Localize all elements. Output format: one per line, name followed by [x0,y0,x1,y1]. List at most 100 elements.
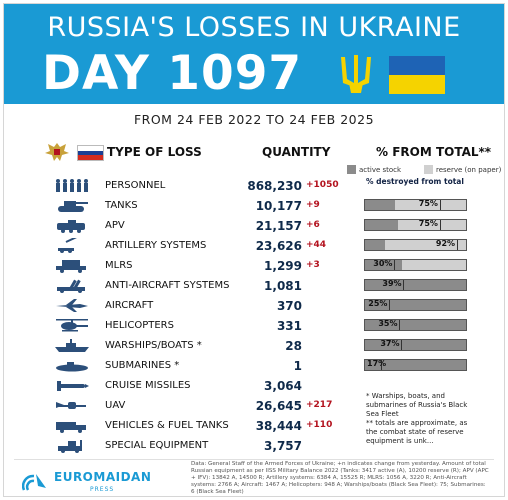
column-type-header: TYPE OF LOSS [107,145,202,159]
footer-divider [14,459,494,460]
percent-bar: 75% [364,199,467,211]
ukrainian-trident-icon [341,55,371,93]
daily-increase: +3 [306,260,320,270]
title-day: DAY 1097 [42,46,303,101]
active-stock-fill [365,260,403,270]
quantity-value: 23,626 [255,239,302,253]
brand-sub: PRESS [90,486,115,493]
quantity-value: 21,157 [255,219,302,233]
legend-destroyed-label: % destroyed from total [366,177,464,186]
daily-increase: +110 [306,420,333,430]
loss-type-label: ARTILLERY SYSTEMS [105,240,207,251]
percent-bar: 25% [364,299,467,311]
quantity-value: 10,177 [255,199,302,213]
quantity-value: 3,064 [264,379,302,393]
destroyed-marker [365,360,383,370]
percent-label: 37% [380,339,400,348]
truck-icon [56,422,86,433]
warship-icon [55,339,89,352]
helicopter-icon [56,319,88,332]
active-stock-fill [365,200,396,210]
active-stock-fill [365,220,399,230]
special-equipment-icon [58,440,82,453]
active-stock-fill [365,240,386,250]
active-stock-fill [365,340,466,350]
loss-type-label: PERSONNEL [105,180,166,191]
legend-active-swatch [347,165,356,174]
quantity-value: 331 [276,319,302,333]
percent-label: 39% [382,279,402,288]
loss-type-label: SPECIAL EQUIPMENT [105,440,209,451]
loss-type-label: APV [105,220,125,231]
percent-label: 35% [378,319,398,328]
quantity-value: 38,444 [255,419,302,433]
footnotes: * Warships, boats, and submarines of Rus… [366,392,468,445]
column-percent-header: % FROM TOTAL** [376,145,492,159]
quantity-value: 1,081 [264,279,302,293]
active-stock-fill [365,280,466,290]
loss-type-label: SUBMARINES * [105,360,180,371]
anti-aircraft-icon [57,279,85,293]
quantity-value: 26,645 [255,399,302,413]
percent-bar: 92% [364,239,467,251]
daily-increase: +217 [306,400,333,410]
column-quantity-header: QUANTITY [262,145,331,159]
percent-bar: 39% [364,279,467,291]
percent-bar: 35% [364,319,467,331]
brand-name: EUROMAIDAN [54,470,152,484]
loss-type-label: CRUISE MISSILES [105,380,191,391]
active-stock-fill [365,320,466,330]
destroyed-marker [365,200,441,210]
percent-label: 75% [418,219,438,228]
header-banner: RUSSIA'S LOSSES IN UKRAINE DAY 1097 [4,4,504,104]
daily-increase: +1050 [306,180,339,190]
destroyed-marker [365,280,405,290]
loss-type-label: VEHICLES & FUEL TANKS [105,420,229,431]
percent-label: 75% [418,199,438,208]
missile-icon [57,381,89,391]
soldiers-icon [56,179,88,192]
loss-type-label: ANTI-AIRCRAFT SYSTEMS [105,280,230,291]
destroyed-marker [365,220,441,230]
loss-type-label: MLRS [105,260,133,271]
quantity-value: 1 [293,359,302,373]
apv-icon [57,220,85,233]
aircraft-icon [56,299,88,312]
percent-bar: 30% [364,259,467,271]
active-stock-fill [365,300,466,310]
loss-type-label: WARSHIPS/BOATS * [105,340,202,351]
loss-type-label: AIRCRAFT [105,300,154,311]
date-range: FROM 24 FEB 2022 TO 24 FEB 2025 [133,112,375,127]
destroyed-marker [365,340,403,350]
destroyed-marker [365,320,401,330]
quantity-value: 868,230 [247,179,302,193]
percent-label: 92% [435,239,456,248]
legend-active-label: active stock [359,166,402,174]
quantity-value: 3,757 [264,439,302,453]
artillery-icon [58,238,87,253]
loss-type-label: HELICOPTERS [105,320,174,331]
percent-label: 17% [367,359,387,368]
destroyed-marker [365,300,391,310]
quantity-value: 28 [285,339,302,353]
legend-reserve-swatch [424,165,433,174]
uav-icon [56,402,86,409]
percent-label: 25% [368,299,388,308]
source-note: Data: General Staff of the Armed Forces … [191,461,489,495]
title-line1: RUSSIA'S LOSSES IN UKRAINE [47,12,461,43]
ukraine-flag [389,56,445,94]
active-stock-fill [365,360,466,370]
percent-label: 30% [373,259,393,268]
destroyed-marker [365,260,396,270]
russian-emblem-icon [45,143,69,161]
percent-bar: 17% [364,359,467,371]
tank-icon [58,201,88,212]
daily-increase: +9 [306,200,320,210]
legend-reserve-label: reserve (on paper) [436,166,502,174]
infographic: RUSSIA'S LOSSES IN UKRAINE DAY 1097 FROM… [3,3,505,497]
loss-type-label: TANKS [105,200,138,211]
euromaidan-logo-icon [22,474,46,491]
daily-increase: +44 [306,240,327,250]
loss-type-label: UAV [105,400,126,411]
russia-flag [77,145,104,161]
